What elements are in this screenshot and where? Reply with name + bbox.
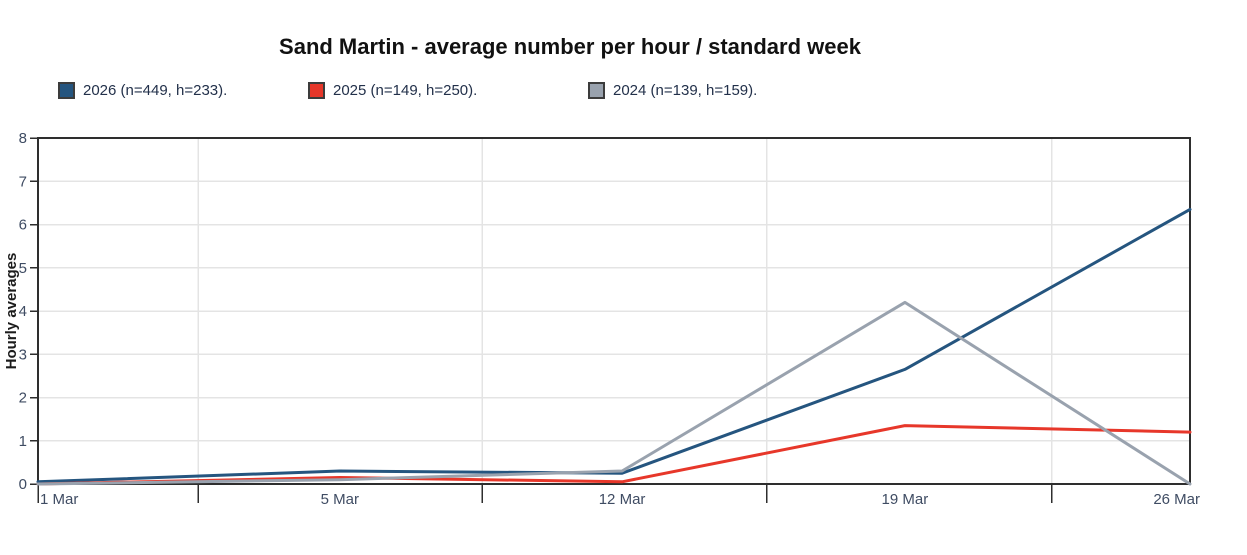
x-tick-label: 26 Mar: [1153, 491, 1200, 508]
legend-swatch-2026: [58, 82, 75, 99]
y-tick-label: 5: [19, 260, 27, 277]
y-tick-label: 7: [19, 173, 27, 190]
legend-swatch-2024: [588, 82, 605, 99]
series-line-2024: [36, 300, 1192, 486]
y-axis-title: Hourly averages: [3, 253, 20, 370]
legend-item-2026: 2026 (n=449, h=233).: [58, 82, 227, 99]
y-tick-label: 0: [19, 476, 27, 493]
y-tick-label: 3: [19, 346, 27, 363]
y-tick-label: 2: [19, 390, 27, 407]
legend-item-2025: 2025 (n=149, h=250).: [308, 82, 477, 99]
y-tick-label: 1: [19, 433, 27, 450]
legend-label-2024: 2024 (n=139, h=159).: [613, 82, 758, 99]
chart-title: Sand Martin - average number per hour / …: [279, 34, 861, 59]
x-tick-label: 5 Mar: [321, 491, 359, 508]
chart-legend: 2026 (n=449, h=233). 2025 (n=149, h=250).…: [0, 82, 1247, 102]
x-tick-label: 12 Mar: [599, 491, 646, 508]
y-tick-label: 8: [19, 130, 27, 147]
y-tick-label: 6: [19, 217, 27, 234]
y-tick-label: 4: [19, 303, 27, 320]
x-tick-label: 1 Mar: [40, 491, 78, 508]
legend-swatch-2025: [308, 82, 325, 99]
legend-item-2024: 2024 (n=139, h=159).: [588, 82, 757, 99]
series-line-2026: [36, 207, 1192, 484]
legend-label-2025: 2025 (n=149, h=250).: [333, 82, 478, 99]
x-tick-label: 19 Mar: [882, 491, 929, 508]
legend-label-2026: 2026 (n=449, h=233).: [83, 82, 228, 99]
